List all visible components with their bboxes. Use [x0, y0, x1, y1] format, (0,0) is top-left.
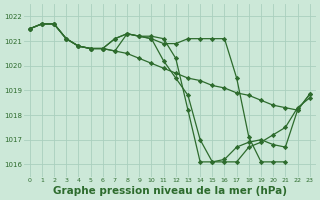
X-axis label: Graphe pression niveau de la mer (hPa): Graphe pression niveau de la mer (hPa): [53, 186, 287, 196]
